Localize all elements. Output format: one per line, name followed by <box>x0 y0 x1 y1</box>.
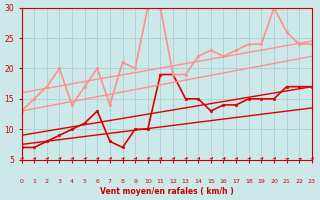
X-axis label: Vent moyen/en rafales ( km/h ): Vent moyen/en rafales ( km/h ) <box>100 187 234 196</box>
